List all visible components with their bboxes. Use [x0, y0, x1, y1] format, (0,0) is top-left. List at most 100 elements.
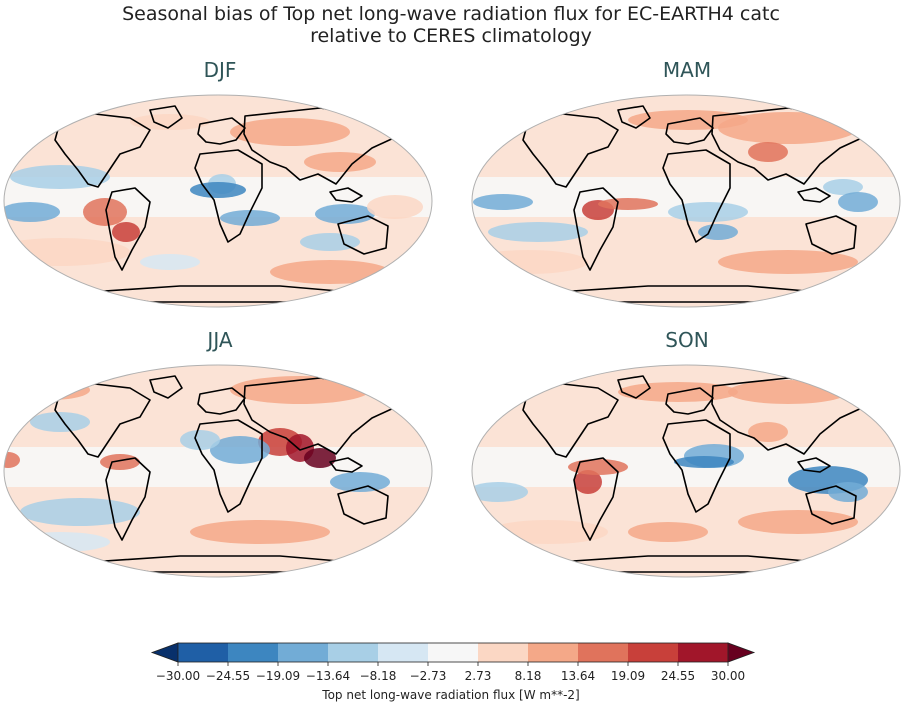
coastline	[662, 419, 731, 513]
bias-region	[367, 195, 423, 219]
bias-region	[112, 222, 140, 242]
bias-region	[4, 202, 60, 222]
coastline	[197, 117, 246, 145]
colorbar-outline	[177, 642, 729, 663]
coastline	[805, 215, 857, 255]
bias-region	[230, 118, 350, 146]
bias-region	[738, 510, 858, 534]
bias-region	[190, 520, 330, 544]
bias-region	[472, 482, 528, 502]
colorbar-segment	[428, 643, 479, 662]
colorbar-segment	[628, 643, 679, 662]
bias-region	[270, 260, 390, 284]
coastline	[573, 457, 619, 541]
figure-title-line-2: relative to CERES climatology	[310, 25, 592, 47]
map-panel-mam	[471, 94, 901, 308]
map-panel-son	[471, 364, 901, 578]
colorbar-segment	[478, 643, 529, 662]
coastline	[194, 419, 263, 513]
bias-region	[10, 165, 110, 189]
bias-region	[330, 472, 390, 492]
coastline	[54, 383, 151, 458]
bias-region	[83, 198, 127, 226]
coastline	[105, 187, 151, 271]
bias-region	[304, 152, 376, 172]
map-border	[3, 94, 433, 308]
coastline	[522, 383, 619, 458]
panel-title-jja: JJA	[207, 328, 233, 352]
colorbar-tick-label: 8.18	[514, 669, 542, 683]
coastline	[522, 113, 619, 188]
bias-region	[304, 448, 336, 468]
bias-region	[473, 194, 533, 210]
colorbar-segment	[278, 643, 329, 662]
colorbar-tick-label: 24.55	[660, 669, 696, 683]
bias-region	[4, 452, 20, 468]
colorbar-segment	[328, 643, 379, 662]
coastline	[105, 457, 151, 541]
coastline	[662, 149, 731, 243]
colorbar-segment	[228, 643, 279, 662]
colorbar-segment	[578, 643, 629, 662]
bias-region	[210, 436, 270, 464]
colorbar-extend-max	[727, 642, 756, 663]
map-panel-djf	[3, 94, 433, 308]
colorbar-segment	[178, 643, 229, 662]
coastline	[197, 387, 246, 415]
map-border	[3, 364, 433, 578]
coastline	[329, 187, 363, 203]
coastline	[797, 187, 831, 203]
bias-region	[674, 456, 734, 468]
bias-region	[140, 254, 200, 270]
colorbar-segment	[378, 643, 429, 662]
bias-region	[718, 250, 858, 274]
coastline	[329, 457, 363, 473]
colorbar-segment	[528, 643, 579, 662]
bias-region	[130, 114, 210, 130]
bias-region	[300, 233, 360, 251]
bias-region	[488, 222, 588, 242]
bias-region	[230, 376, 370, 404]
colorbar-tick-label: −2.73	[409, 669, 447, 683]
coastline	[805, 485, 857, 525]
bias-region	[668, 202, 748, 222]
colorbar-segment	[678, 643, 729, 662]
colorbar-tick-label: 19.09	[610, 669, 646, 683]
colorbar-tick-label: −13.64	[305, 669, 351, 683]
bias-region	[698, 224, 738, 240]
bias-region	[568, 459, 628, 475]
coastline	[665, 387, 714, 415]
bias-region	[838, 192, 878, 212]
coastline	[617, 105, 651, 129]
coastline	[797, 457, 831, 473]
coastline	[149, 375, 183, 399]
bias-region	[315, 204, 375, 224]
colorbar-label: Top net long-wave radiation flux [W m**-…	[322, 688, 580, 702]
colorbar-extend-min	[150, 642, 179, 663]
coastline	[337, 485, 389, 525]
bias-region	[748, 422, 788, 442]
bias-region	[574, 470, 602, 494]
bias-region	[598, 198, 658, 210]
colorbar-tick-label: 13.64	[560, 669, 596, 683]
bias-region	[748, 142, 788, 162]
colorbar-tick-label: −8.18	[359, 669, 397, 683]
bias-region	[628, 522, 708, 542]
coastline	[149, 105, 183, 129]
map-panel-jja	[3, 364, 433, 578]
coastline	[194, 149, 263, 243]
coastline	[665, 117, 714, 145]
panel-title-djf: DJF	[203, 58, 237, 82]
colorbar-tick-label: −19.09	[255, 669, 301, 683]
coastline	[573, 187, 619, 271]
map-border	[471, 364, 901, 578]
colorbar-tick-label: −24.55	[205, 669, 251, 683]
colorbar-tick-label: 30.00	[710, 669, 746, 683]
figure-title-line-1: Seasonal bias of Top net long-wave radia…	[122, 3, 780, 25]
bias-region	[30, 412, 90, 432]
coastline	[54, 113, 151, 188]
map-border	[471, 94, 901, 308]
colorbar-tick-label: 2.73	[464, 669, 492, 683]
bias-region	[220, 210, 280, 226]
